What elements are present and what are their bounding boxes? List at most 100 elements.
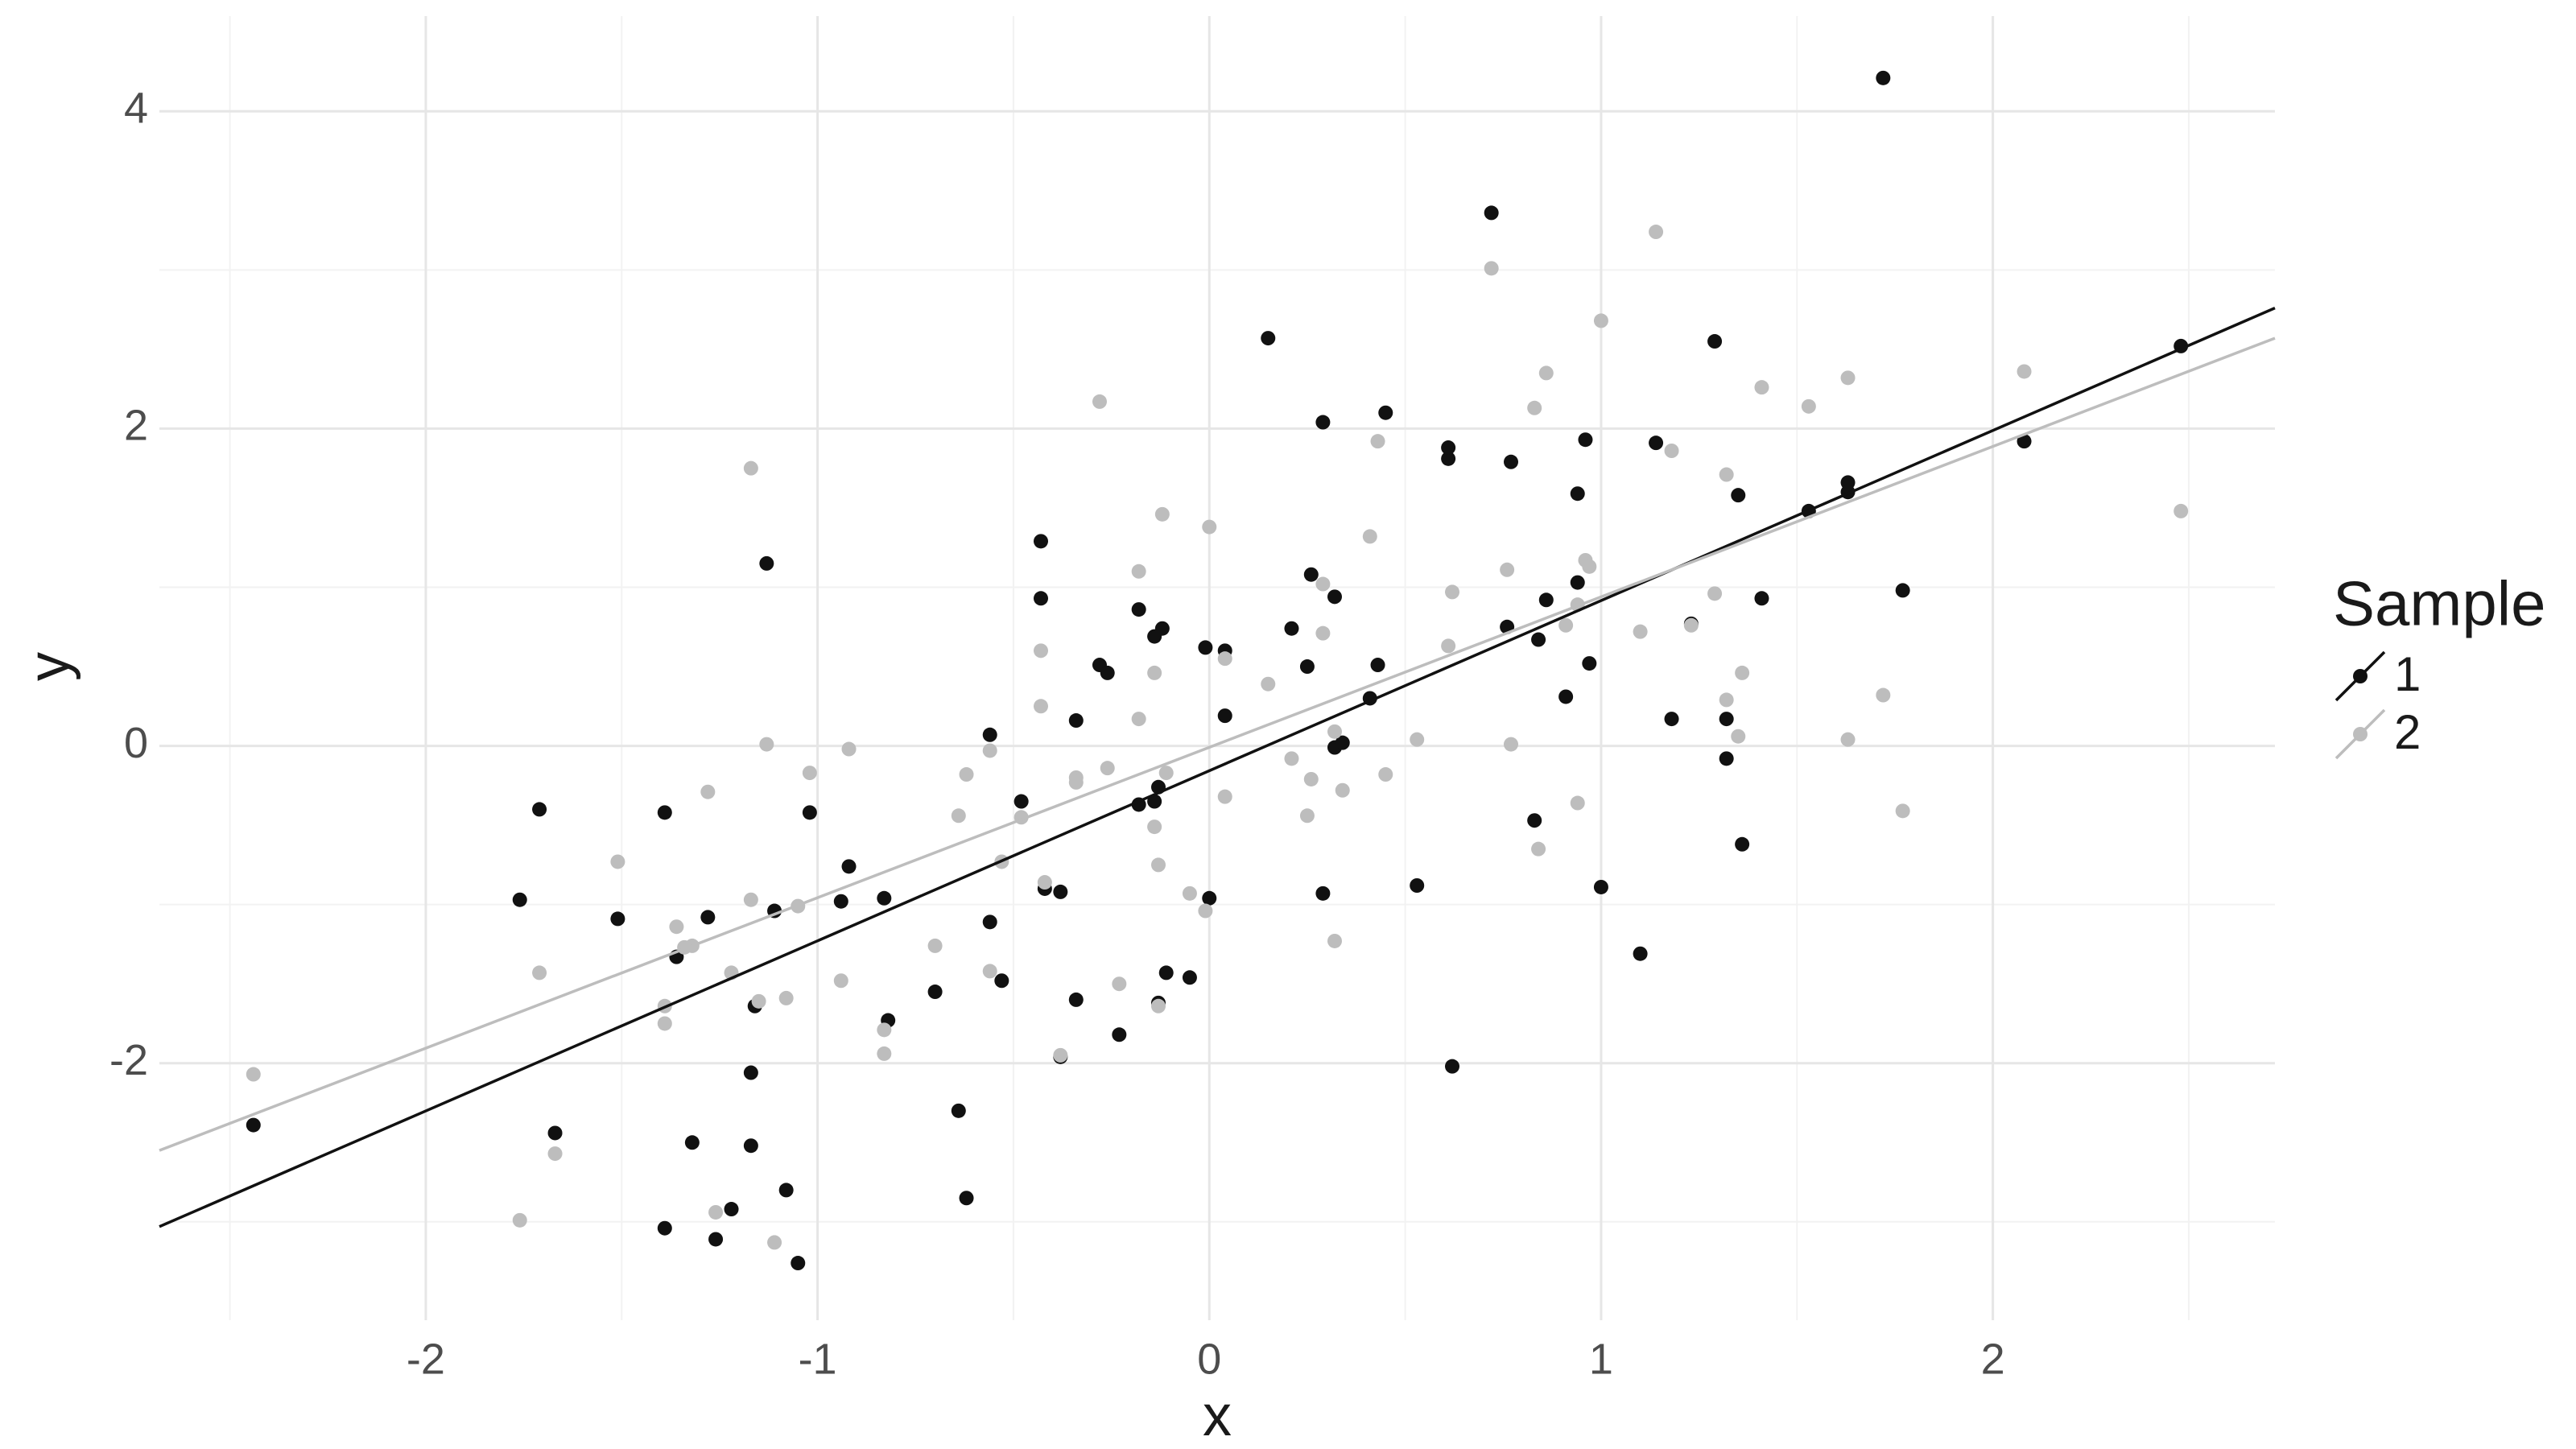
- point: [1370, 658, 1385, 673]
- point: [700, 910, 716, 925]
- point: [1876, 70, 1891, 85]
- point: [512, 892, 527, 907]
- point: [778, 1183, 794, 1198]
- point: [1500, 562, 1515, 577]
- point: [1370, 434, 1385, 449]
- point: [1034, 643, 1048, 658]
- point: [1131, 564, 1146, 579]
- point: [743, 460, 758, 476]
- point: [1538, 365, 1554, 381]
- point: [1570, 575, 1585, 590]
- point: [1299, 808, 1315, 824]
- point: [751, 993, 766, 1009]
- point: [1034, 591, 1048, 606]
- x-tick-label: -2: [407, 1335, 445, 1383]
- point: [1378, 767, 1393, 782]
- point: [1202, 890, 1217, 906]
- point: [877, 1046, 892, 1061]
- point: [1649, 436, 1664, 451]
- point: [1558, 689, 1574, 704]
- point: [547, 1146, 563, 1162]
- point: [802, 766, 817, 781]
- point: [547, 1125, 563, 1141]
- point: [1593, 879, 1608, 894]
- point: [1112, 1027, 1127, 1042]
- point: [927, 938, 943, 953]
- fit-line: [159, 336, 2276, 1152]
- point: [1131, 602, 1146, 617]
- point: [1198, 640, 1213, 655]
- point: [1731, 488, 1746, 503]
- point: [1484, 205, 1499, 221]
- point: [1664, 444, 1679, 458]
- point: [1303, 771, 1319, 786]
- point: [1707, 334, 1723, 349]
- point: [743, 1138, 758, 1154]
- point: [791, 1256, 806, 1271]
- point: [1570, 486, 1585, 502]
- point: [1683, 617, 1699, 633]
- point: [1100, 665, 1115, 680]
- point: [1154, 506, 1170, 522]
- point: [1531, 632, 1546, 647]
- y-tick-label: 4: [124, 85, 148, 133]
- point: [1707, 586, 1723, 601]
- point: [1649, 225, 1664, 240]
- point: [684, 1135, 700, 1150]
- point: [1147, 665, 1162, 680]
- point: [1151, 857, 1166, 873]
- point: [982, 743, 997, 758]
- x-tick-label: -1: [799, 1335, 837, 1383]
- point: [1112, 976, 1127, 992]
- point: [1504, 737, 1518, 752]
- point: [1410, 732, 1425, 747]
- point: [610, 911, 625, 927]
- fit-line: [159, 307, 2276, 1228]
- point: [1754, 591, 1769, 606]
- point: [1315, 625, 1331, 641]
- point: [1531, 841, 1546, 857]
- point: [1068, 774, 1084, 790]
- y-tick-label: -2: [109, 1036, 148, 1084]
- x-tick-label: 0: [1197, 1335, 1221, 1383]
- point: [927, 985, 943, 1000]
- point: [1754, 380, 1769, 395]
- point: [1840, 732, 1856, 747]
- point: [1315, 576, 1331, 592]
- point: [1410, 878, 1425, 893]
- point: [1593, 313, 1608, 328]
- point: [982, 727, 997, 742]
- point: [1876, 687, 1891, 703]
- point: [1504, 454, 1518, 469]
- point: [1198, 903, 1213, 919]
- point: [1527, 400, 1542, 415]
- point: [246, 1117, 261, 1133]
- point: [994, 973, 1009, 989]
- point: [1327, 589, 1342, 605]
- point: [1719, 712, 1734, 727]
- point: [512, 1212, 527, 1228]
- point: [1053, 1047, 1068, 1063]
- point: [982, 914, 997, 930]
- point: [1100, 761, 1115, 776]
- point: [833, 894, 848, 909]
- point: [1217, 789, 1232, 804]
- point: [1582, 656, 1597, 671]
- point: [246, 1067, 261, 1082]
- point: [1719, 751, 1734, 766]
- point: [877, 890, 892, 906]
- legend-label: 2: [2394, 705, 2421, 759]
- point: [1327, 724, 1342, 739]
- x-tick-label: 1: [1589, 1335, 1613, 1383]
- legend-title: Sample: [2333, 568, 2545, 639]
- point: [1284, 751, 1299, 766]
- point: [669, 919, 684, 935]
- point: [1327, 933, 1342, 948]
- point: [1147, 794, 1162, 809]
- point: [1484, 261, 1499, 276]
- point: [1578, 432, 1593, 448]
- point: [1840, 370, 1856, 386]
- point: [1527, 813, 1542, 828]
- point: [1068, 992, 1084, 1007]
